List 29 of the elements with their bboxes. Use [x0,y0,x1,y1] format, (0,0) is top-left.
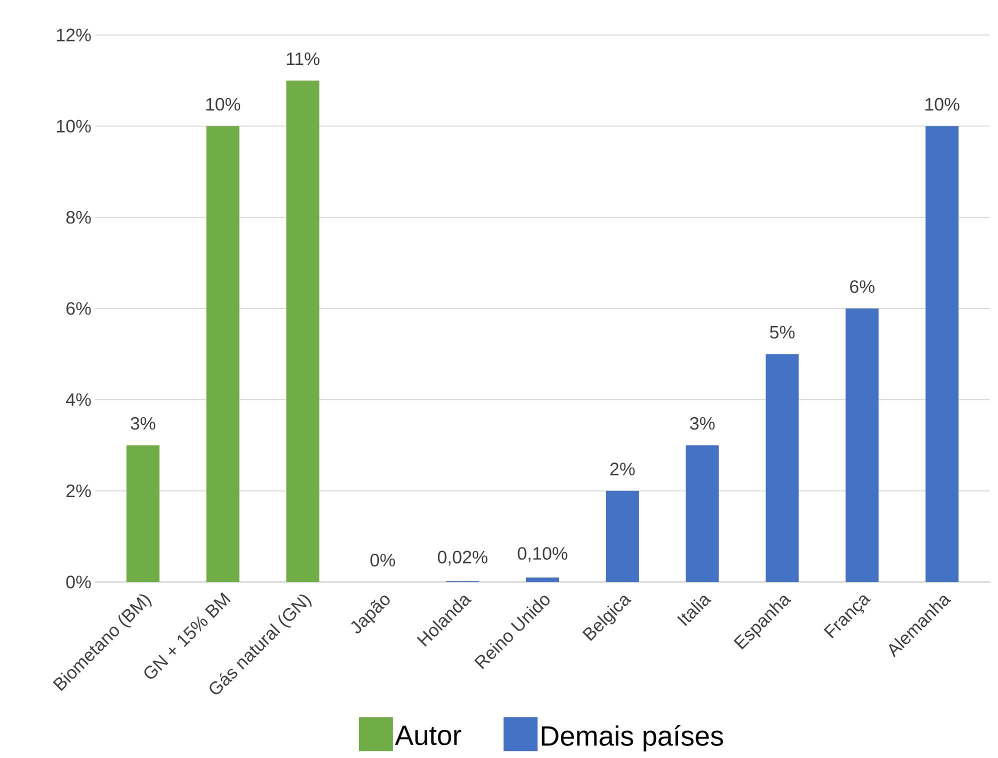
data-label: 5% [770,326,795,339]
y-tick-label: 10% [56,120,91,133]
y-tick-label: 2% [66,484,91,498]
y-tick-label: 6% [66,302,91,315]
bar [526,577,560,582]
data-label: 2% [610,462,635,476]
data-label: 0,10% [518,547,568,562]
y-tick-label: 8% [66,210,91,224]
legend-label: Demais países [542,725,724,752]
y-tick-label: 0% [66,576,91,588]
bar [286,80,320,582]
data-label: 6% [850,280,874,293]
data-label: 0% [370,554,396,566]
bar [206,126,240,582]
bar [926,126,959,582]
bar [846,308,879,582]
data-label: 3% [690,417,715,430]
y-tick-label: 12% [56,28,91,42]
bar [126,445,160,582]
data-label: 10% [206,98,240,111]
y-tick-label: 4% [66,393,91,406]
data-label: 11% [286,52,320,66]
bar [766,354,799,582]
bar [606,490,639,582]
data-label: 10% [925,98,960,111]
data-label: 0,02% [438,550,488,566]
bar [686,445,719,582]
legend-label: Autor [394,726,462,746]
data-label: 3% [130,417,156,430]
